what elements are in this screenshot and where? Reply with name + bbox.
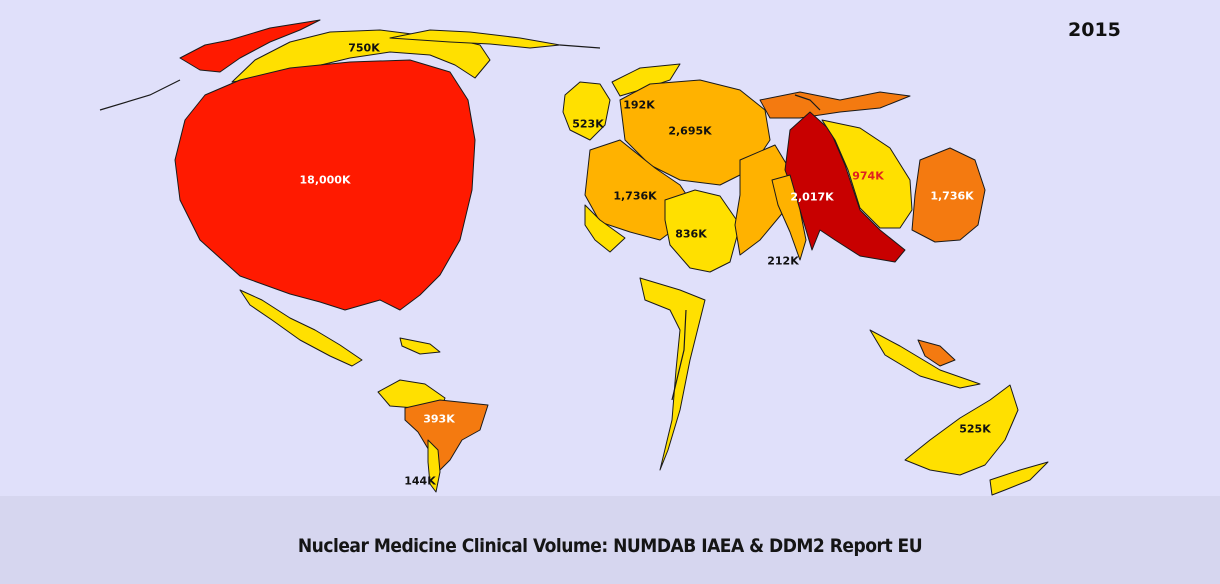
label-china: 974K — [852, 169, 884, 183]
label-south-america: 393K — [423, 412, 455, 426]
label-chile: 144K — [404, 474, 436, 488]
region-south-america — [404, 399, 489, 471]
label-italy: 836K — [675, 227, 707, 241]
map-caption: Nuclear Medicine Clinical Volume: NUMDAB… — [297, 535, 923, 557]
label-uk: 523K — [572, 117, 604, 131]
region-uk — [562, 81, 611, 141]
region-north-america — [174, 59, 476, 311]
region-alaska — [179, 19, 321, 73]
region-italy — [664, 189, 741, 273]
region-eastern-europe — [734, 144, 791, 256]
region-central-america — [239, 289, 363, 367]
region-spain — [584, 204, 626, 253]
region-russia-north — [759, 91, 911, 119]
label-scandinavia: 192K — [623, 98, 655, 112]
region-indonesia — [869, 329, 981, 389]
region-russia — [784, 111, 906, 263]
label-france: 1,736K — [613, 189, 657, 203]
region-japan — [911, 147, 986, 243]
region-borders — [99, 44, 821, 401]
region-chile — [427, 439, 441, 493]
label-australia: 525K — [959, 422, 991, 436]
region-africa — [639, 277, 706, 471]
region-scandinavia — [611, 63, 681, 97]
label-india: 212K — [767, 254, 799, 268]
label-germany: 2,695K — [668, 124, 712, 138]
region-australia — [904, 384, 1019, 476]
caption-band — [0, 496, 1220, 584]
region-southeast-asia — [917, 339, 956, 367]
region-new-zealand — [989, 461, 1049, 496]
region-china — [821, 119, 913, 229]
region-india — [771, 174, 807, 261]
label-north-america: 18,000K — [299, 173, 351, 187]
label-japan: 1,736K — [930, 189, 974, 203]
label-canada: 750K — [348, 41, 380, 55]
year-label: 2015 — [1068, 19, 1121, 41]
label-russia: 2,017K — [790, 190, 834, 204]
region-caribbean — [399, 337, 441, 355]
